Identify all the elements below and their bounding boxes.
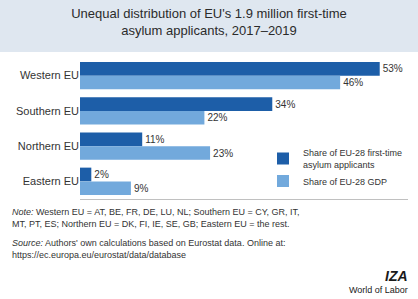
svg-text:IZA: IZA [385,268,408,284]
svg-text:World of Labor: World of Labor [349,285,408,295]
svg-text:Share of EU-28 GDP: Share of EU-28 GDP [303,177,387,187]
svg-text:Note: Western EU = AT, BE, FR,: Note: Western EU = AT, BE, FR, DE, LU, N… [12,207,300,229]
svg-text:22%: 22% [207,112,227,123]
svg-text:Southern EU: Southern EU [16,105,79,117]
svg-text:2%: 2% [94,169,109,180]
svg-text:Unequal distribution of EU's 1: Unequal distribution of EU's 1.9 million… [71,6,347,38]
svg-text:Source: Authors' own calculati: Source: Authors' own calculations based … [12,238,285,260]
svg-text:Share of EU-28 first-timeasylu: Share of EU-28 first-timeasylum applican… [303,148,402,170]
svg-text:Northern EU: Northern EU [18,140,79,152]
svg-text:11%: 11% [145,134,164,145]
svg-text:46%: 46% [343,77,363,88]
svg-text:53%: 53% [383,63,403,74]
svg-text:Western EU: Western EU [20,69,79,81]
svg-text:Eastern EU: Eastern EU [23,175,79,187]
svg-text:9%: 9% [134,183,149,194]
svg-text:23%: 23% [213,148,233,159]
svg-text:34%: 34% [275,99,295,110]
